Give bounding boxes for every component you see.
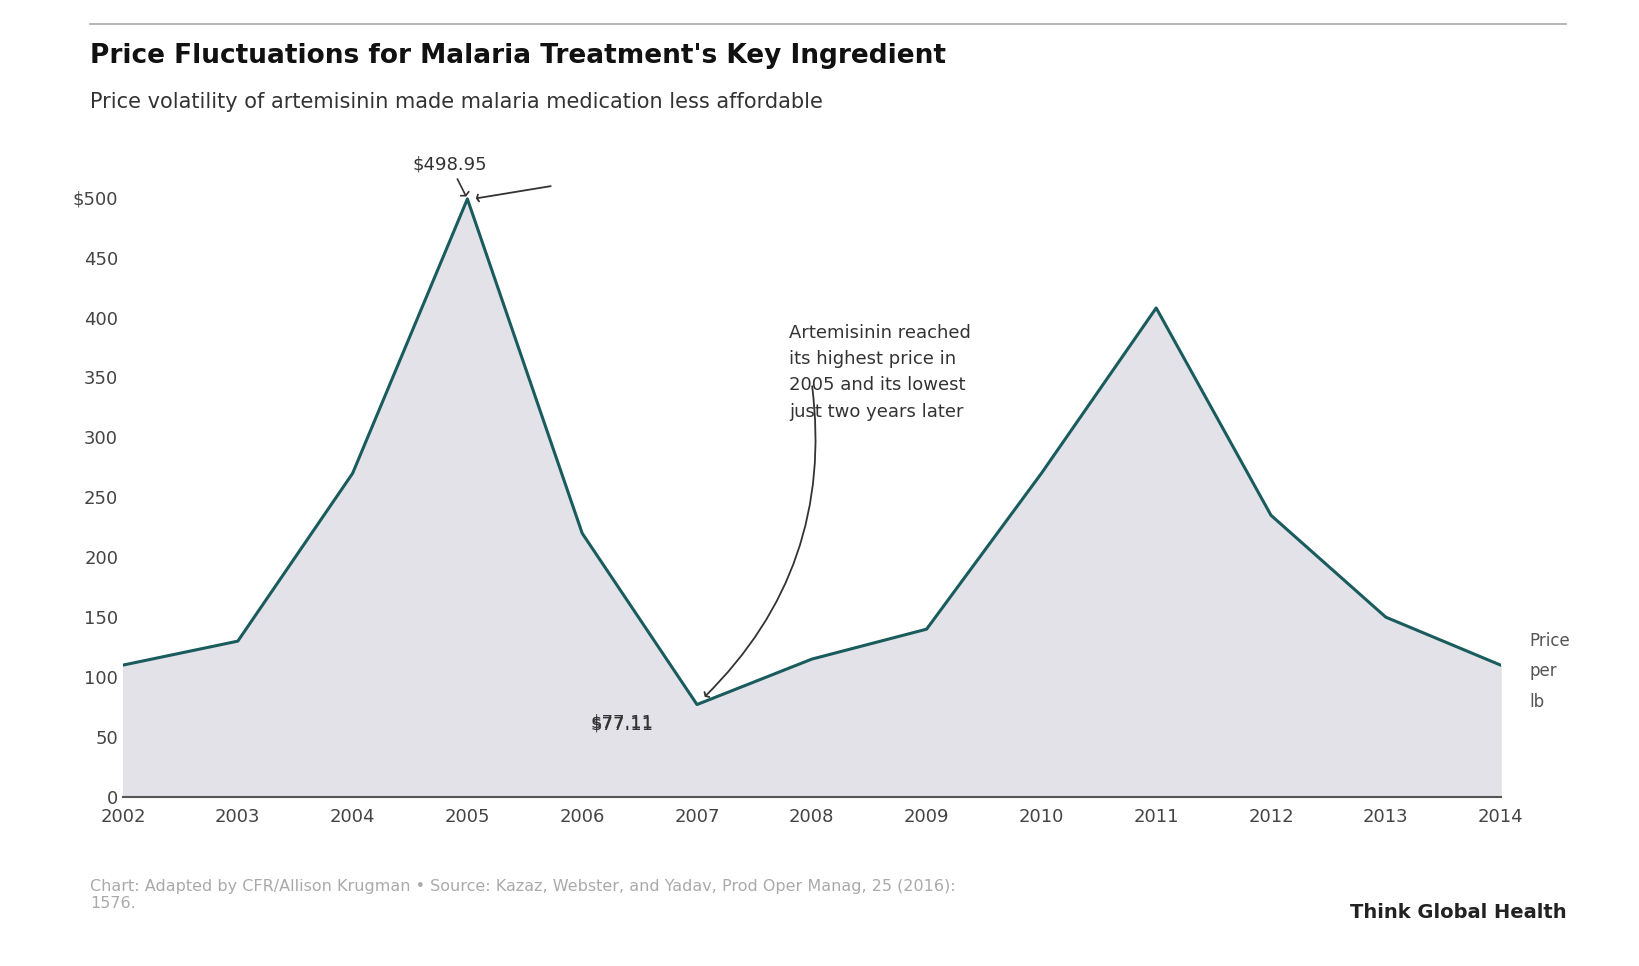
Text: $77.11: $77.11: [590, 713, 654, 731]
Text: Price
per
lb: Price per lb: [1529, 632, 1569, 711]
Text: Price volatility of artemisinin made malaria medication less affordable: Price volatility of artemisinin made mal…: [90, 92, 823, 112]
Text: $498.95: $498.95: [413, 156, 487, 196]
Text: Artemisinin reached
its highest price in
2005 and its lowest
just two years late: Artemisinin reached its highest price in…: [788, 324, 970, 421]
Text: Chart: Adapted by CFR/Allison Krugman • Source: Kazaz, Webster, and Yadav, Prod : Chart: Adapted by CFR/Allison Krugman • …: [90, 879, 956, 912]
Text: $77.11: $77.11: [590, 716, 654, 733]
Text: Think Global Health: Think Global Health: [1349, 903, 1565, 923]
Text: Price Fluctuations for Malaria Treatment's Key Ingredient: Price Fluctuations for Malaria Treatment…: [90, 43, 946, 70]
